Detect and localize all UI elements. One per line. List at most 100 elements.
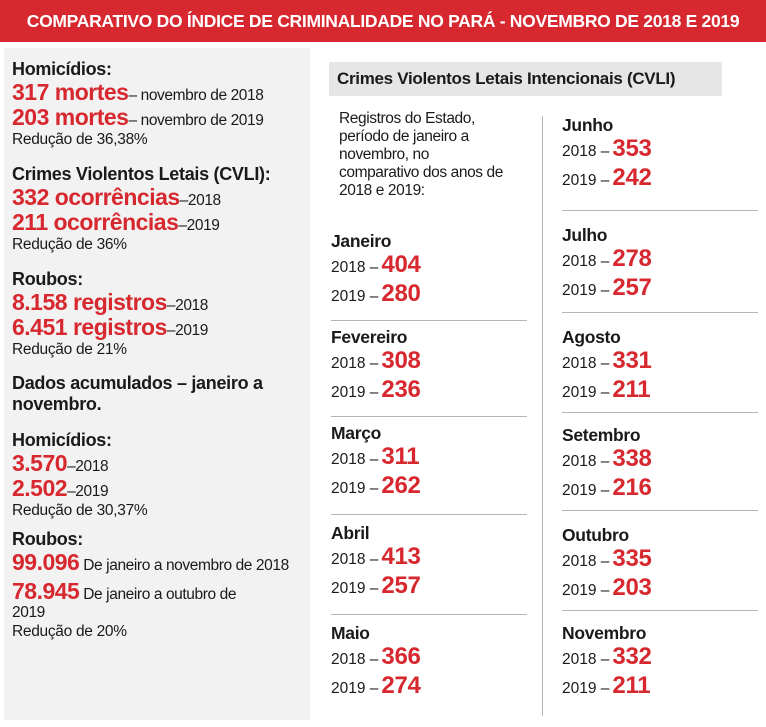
month-junho: Junho 2018 –353 2019 –242	[562, 114, 766, 194]
month-janeiro: Janeiro 2018 –404 2019 –280	[331, 230, 541, 310]
row-separator	[562, 312, 758, 313]
year-label-2018: 2018 –	[331, 551, 379, 568]
value-2019: 242	[612, 164, 652, 191]
roubos-reduction: Redução de 21%	[12, 341, 127, 358]
month-setembro: Setembro 2018 –338 2019 –216	[562, 424, 766, 504]
year-row-2019: 2019 –280	[331, 281, 541, 310]
value-2019: 262	[381, 472, 421, 499]
year-label-2019: 2019 –	[562, 482, 610, 499]
month-name: Junho	[562, 115, 613, 135]
roubos-2018-value: 8.158 registros	[12, 289, 167, 315]
month-name: Janeiro	[331, 231, 392, 251]
homicidios-acum-2019-value: 2.502	[12, 475, 68, 501]
roubos-2018-row: 8.158 registros –2018	[12, 290, 308, 315]
row-separator	[562, 610, 758, 611]
value-2019: 257	[381, 572, 421, 599]
roubos-2019-text: –2019	[166, 322, 209, 339]
value-2018: 332	[612, 643, 652, 670]
year-label-2019: 2019 –	[562, 282, 610, 299]
value-2018: 308	[381, 347, 421, 374]
value-2018: 335	[612, 545, 652, 572]
year-row-2019: 2019 –262	[331, 473, 541, 502]
roubos-2019-value: 6.451 registros	[12, 314, 167, 340]
year-label-2018: 2018 –	[331, 651, 379, 668]
value-2019: 216	[612, 474, 652, 501]
year-row-2018: 2018 –278	[562, 246, 766, 275]
value-2018: 404	[381, 251, 421, 278]
homicidios-acum-2019-text: –2019	[67, 483, 109, 500]
value-2019: 274	[381, 672, 421, 699]
summary-panel: Homicídios: 317 mortes – novembro de 201…	[4, 48, 310, 720]
homicidios-reduction: Redução de 36,38%	[12, 131, 148, 148]
row-separator	[562, 210, 758, 211]
value-2018: 311	[381, 443, 420, 470]
value-2018: 366	[381, 643, 421, 670]
homicidios-2018-value: 317 mortes	[12, 79, 129, 105]
year-row-2019: 2019 –274	[331, 673, 541, 702]
cvli-intro: Registros do Estado, período de janeiro …	[339, 110, 503, 199]
roubos-acum-2018-row: 99.096 De janeiro a novembro de 2018	[12, 550, 304, 575]
month-name: Maio	[331, 623, 370, 643]
month-name: Setembro	[562, 425, 641, 445]
month-name: Agosto	[562, 327, 621, 347]
row-separator	[331, 514, 527, 515]
value-2018: 278	[612, 245, 652, 272]
year-label-2018: 2018 –	[562, 143, 610, 160]
roubos-acum-2019-value: 78.945	[12, 578, 80, 604]
year-row-2019: 2019 –203	[562, 575, 766, 604]
year-row-2018: 2018 –311	[331, 444, 541, 473]
value-2018: 331	[612, 347, 652, 374]
month-fevereiro: Fevereiro 2018 –308 2019 –236	[331, 326, 541, 406]
month-name: Outubro	[562, 525, 629, 545]
roubos-2019-row: 6.451 registros –2019	[12, 315, 308, 340]
year-label-2018: 2018 –	[331, 259, 379, 276]
year-row-2019: 2019 –236	[331, 377, 541, 406]
cvli-2019-text: –2019	[178, 217, 220, 234]
year-label-2018: 2018 –	[562, 651, 610, 668]
acumulados-label: Dados acumulados – janeiro a novembro.	[12, 373, 263, 414]
month-outubro: Outubro 2018 –335 2019 –203	[562, 524, 766, 604]
month-agosto: Agosto 2018 –331 2019 –211	[562, 326, 766, 406]
cvli-2018-row: 332 ocorrências –2018	[12, 185, 308, 210]
year-row-2019: 2019 –211	[562, 377, 766, 406]
cvli-header: Crimes Violentos Letais Intencionais (CV…	[329, 62, 722, 96]
roubos-2018-text: –2018	[166, 297, 209, 314]
cvli-reduction: Redução de 36%	[12, 236, 127, 253]
year-row-2018: 2018 –308	[331, 348, 541, 377]
homicidios-2018-row: 317 mortes – novembro de 2018	[12, 80, 308, 105]
value-2019: 257	[612, 274, 652, 301]
year-row-2019: 2019 –211	[562, 673, 766, 702]
homicidios-label: Homicídios:	[12, 59, 112, 79]
month-name: Fevereiro	[331, 327, 408, 347]
year-label-2019: 2019 –	[331, 288, 379, 305]
month-maio: Maio 2018 –366 2019 –274	[331, 622, 541, 702]
month-name: Novembro	[562, 623, 647, 643]
roubos-label: Roubos:	[12, 269, 83, 289]
roubos-acum-2019-text: De janeiro a outubro de 2019	[12, 586, 237, 621]
homicidios-acum-2018-value: 3.570	[12, 450, 68, 476]
year-label-2019: 2019 –	[562, 172, 610, 189]
year-label-2019: 2019 –	[331, 480, 379, 497]
value-2019: 236	[381, 376, 421, 403]
cvli-2018-text: –2018	[179, 192, 222, 209]
year-label-2018: 2018 –	[562, 253, 610, 270]
year-label-2018: 2018 –	[331, 451, 379, 468]
homicidios-acum-2019-row: 2.502 –2019	[12, 476, 308, 501]
infographic-title: COMPARATIVO DO ÍNDICE DE CRIMINALIDADE N…	[0, 0, 766, 42]
value-2019: 280	[381, 280, 421, 307]
month-name: Julho	[562, 225, 608, 245]
cvli-label: Crimes Violentos Letais (CVLI):	[12, 164, 271, 184]
month-julho: Julho 2018 –278 2019 –257	[562, 224, 766, 304]
year-row-2018: 2018 –404	[331, 252, 541, 281]
month-novembro: Novembro 2018 –332 2019 –211	[562, 622, 766, 702]
roubos-acum-reduction: Redução de 20%	[12, 623, 127, 640]
cvli-monthly-panel: Crimes Violentos Letais Intencionais (CV…	[319, 48, 764, 720]
year-label-2019: 2019 –	[331, 680, 379, 697]
cvli-2019-value: 211 ocorrências	[12, 209, 179, 235]
value-2019: 203	[612, 574, 652, 601]
value-2019: 211	[612, 672, 651, 699]
year-label-2018: 2018 –	[562, 553, 610, 570]
roubos-acum-2018-value: 99.096	[12, 549, 80, 575]
homicidios-acum-reduction: Redução de 30,37%	[12, 502, 148, 519]
homicidios-2019-row: 203 mortes – novembro de 2019	[12, 105, 308, 130]
